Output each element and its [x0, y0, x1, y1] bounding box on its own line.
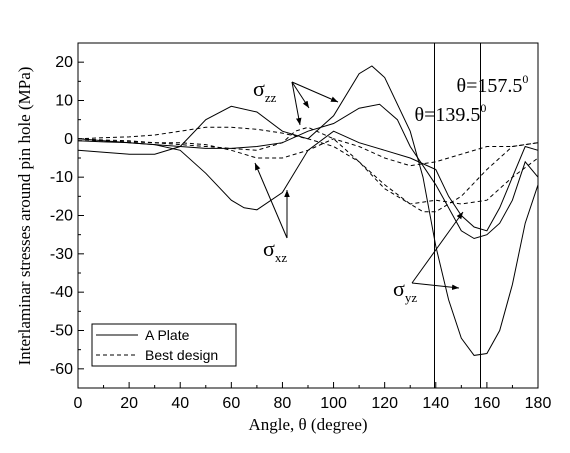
- x-tick-label: 0: [74, 395, 83, 412]
- svg-text:σyz: σyz: [393, 276, 417, 305]
- x-axis-title: Angle, θ (degree): [248, 415, 367, 434]
- x-tick-label: 180: [525, 395, 552, 412]
- arrow-zz-1: [291, 81, 310, 109]
- x-tick-label: 80: [274, 395, 292, 412]
- x-tick-label: 60: [222, 395, 240, 412]
- arrow-xz-1: [254, 162, 288, 239]
- y-tick-label: -30: [50, 246, 73, 263]
- x-tick-label: 160: [474, 395, 501, 412]
- y-tick-label: -20: [50, 208, 73, 225]
- vertical-line-label-2: θ=157.50: [457, 72, 529, 97]
- legend-box: [91, 323, 237, 367]
- series-line-6: [77, 126, 539, 205]
- arrow-zz-3: [291, 81, 339, 103]
- x-axis: 0 20 40 60 80 100 120 140 160 180: [74, 382, 552, 412]
- y-tick-label: -10: [50, 169, 73, 186]
- series-line-2: [77, 130, 539, 232]
- svg-text:σxz: σxz: [263, 236, 287, 265]
- legend: A Plate Best design: [91, 323, 237, 367]
- series-lines: [77, 65, 539, 356]
- arrow-zz-2: [291, 81, 302, 126]
- x-tick-label: 100: [320, 395, 347, 412]
- y-tick-label: -40: [50, 284, 73, 301]
- x-tick-label: 20: [120, 395, 138, 412]
- y-axis: 20 10 0 -10 -20 -30 -40 -50 -60: [50, 54, 84, 389]
- x-tick-label: 40: [171, 395, 189, 412]
- svg-text:σzz: σzz: [253, 76, 277, 105]
- x-tick-label: 140: [422, 395, 449, 412]
- y-tick-label: 20: [55, 54, 73, 71]
- vertical-line-label-1: θ=139.50: [415, 101, 487, 126]
- legend-label-a-plate: A Plate: [145, 327, 190, 343]
- arrow-yz-2: [411, 282, 460, 291]
- series-line-4: [77, 126, 539, 213]
- y-tick-label: -50: [50, 323, 73, 340]
- series-line-3: [77, 103, 539, 240]
- vertical-reference-lines: θ=139.50 θ=157.50: [415, 43, 529, 388]
- x-tick-label: 120: [371, 395, 398, 412]
- annotation-sigma-xz: σxz: [254, 162, 290, 265]
- legend-label-best-design: Best design: [145, 347, 218, 363]
- y-tick-label: 10: [55, 93, 73, 110]
- series-line-5: [78, 138, 539, 167]
- y-tick-label: -60: [50, 361, 73, 378]
- y-axis-title: Interlaminar stresses around pin hole (M…: [15, 67, 34, 366]
- y-tick-label: 0: [64, 131, 73, 148]
- annotation-sigma-zz: σzz: [253, 76, 339, 126]
- annotation-sigma-yz: σyz: [393, 211, 464, 305]
- arrow-yz-1: [411, 211, 464, 284]
